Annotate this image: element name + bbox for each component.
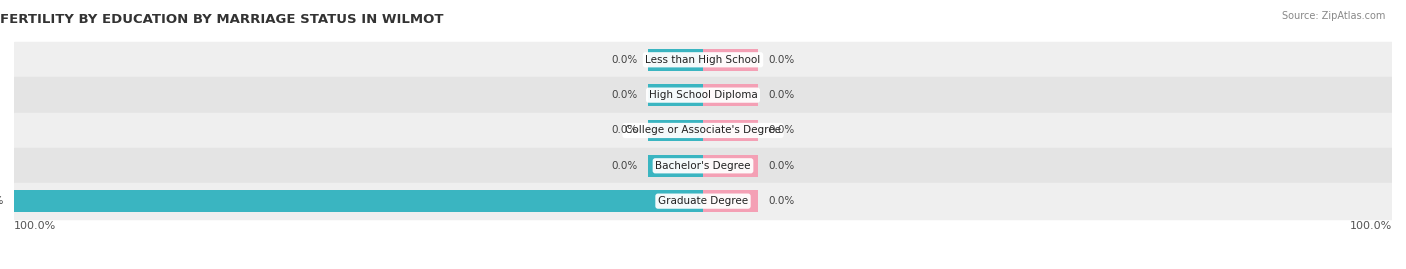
Bar [14, 42, 1392, 77]
Bar [703, 49, 758, 71]
Bar [648, 84, 703, 106]
Text: 0.0%: 0.0% [769, 125, 794, 136]
Text: 0.0%: 0.0% [769, 55, 794, 65]
Text: 0.0%: 0.0% [612, 55, 637, 65]
Bar [14, 190, 703, 212]
Bar [14, 148, 1392, 183]
Bar [648, 119, 703, 141]
Bar [14, 77, 1392, 113]
Text: 100.0%: 100.0% [1350, 221, 1392, 231]
Bar [703, 119, 758, 141]
Text: High School Diploma: High School Diploma [648, 90, 758, 100]
Text: 0.0%: 0.0% [769, 196, 794, 206]
Text: 0.0%: 0.0% [612, 161, 637, 171]
Bar [648, 155, 703, 177]
Bar [14, 183, 1392, 219]
Bar [703, 190, 758, 212]
Text: 0.0%: 0.0% [769, 161, 794, 171]
Text: Graduate Degree: Graduate Degree [658, 196, 748, 206]
Text: Less than High School: Less than High School [645, 55, 761, 65]
Text: FERTILITY BY EDUCATION BY MARRIAGE STATUS IN WILMOT: FERTILITY BY EDUCATION BY MARRIAGE STATU… [0, 13, 444, 26]
Text: College or Associate's Degree: College or Associate's Degree [626, 125, 780, 136]
Text: 0.0%: 0.0% [612, 125, 637, 136]
Text: 0.0%: 0.0% [769, 90, 794, 100]
Text: Bachelor's Degree: Bachelor's Degree [655, 161, 751, 171]
Text: 0.0%: 0.0% [612, 90, 637, 100]
Bar [703, 155, 758, 177]
Bar [648, 49, 703, 71]
Bar [14, 113, 1392, 148]
Bar [703, 84, 758, 106]
Text: 100.0%: 100.0% [0, 196, 4, 206]
Text: Source: ZipAtlas.com: Source: ZipAtlas.com [1281, 11, 1385, 21]
Text: 100.0%: 100.0% [14, 221, 56, 231]
